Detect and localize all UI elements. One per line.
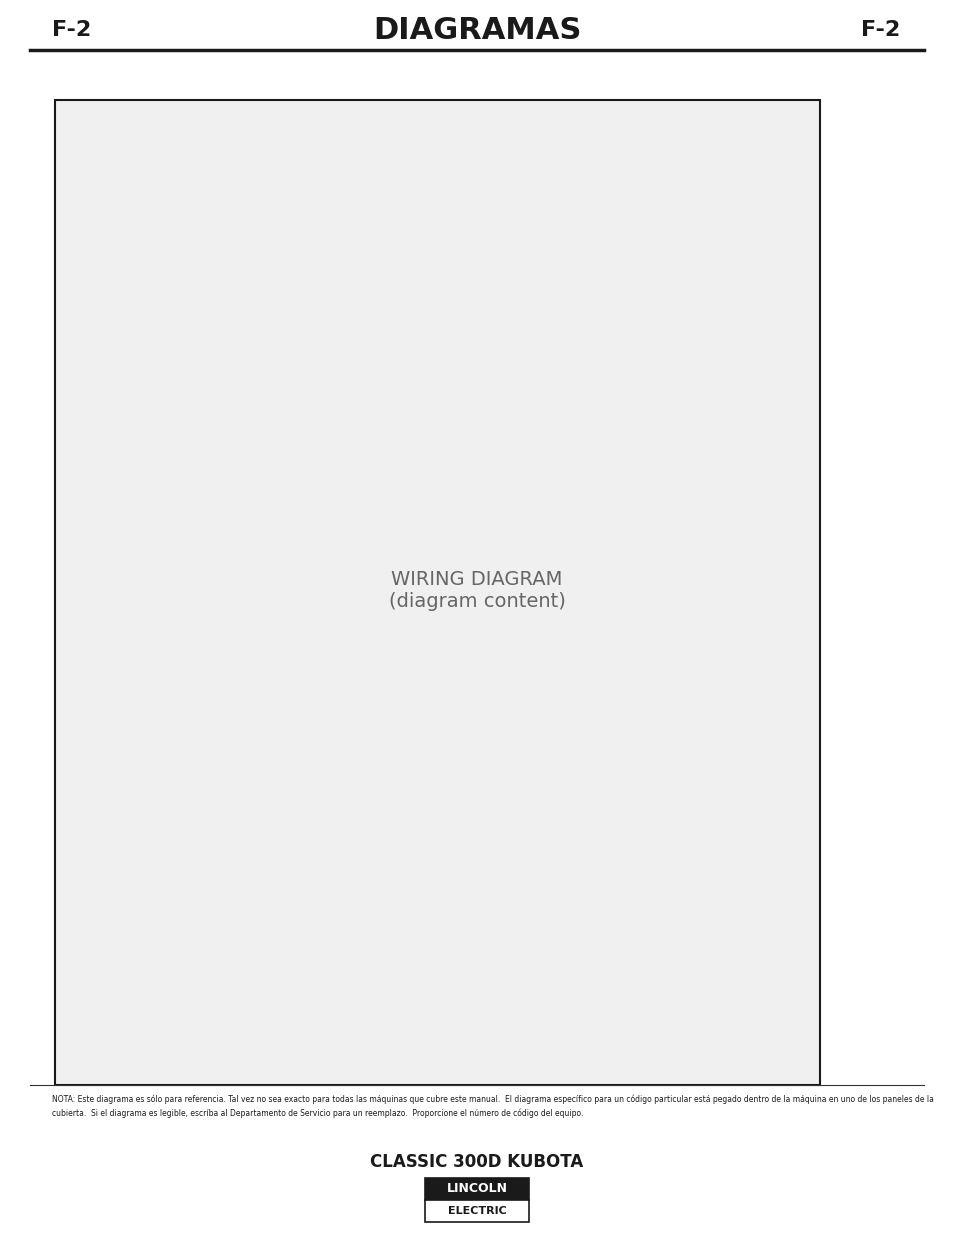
Text: F-2: F-2 [52,20,91,40]
Bar [424,1178,529,1200]
Text: NOTA: Este diagrama es sólo para referencia. Tal vez no sea exacto para todas la: NOTA: Este diagrama es sólo para referen… [52,1095,933,1104]
Text: ELECTRIC: ELECTRIC [447,1207,506,1216]
Bar [424,1200,529,1221]
Bar [55,100,820,1086]
Text: WIRING DIAGRAM
(diagram content): WIRING DIAGRAM (diagram content) [388,569,565,610]
Text: DIAGRAMAS: DIAGRAMAS [373,16,580,44]
Text: F-2: F-2 [860,20,899,40]
Text: CLASSIC 300D KUBOTA: CLASSIC 300D KUBOTA [370,1153,583,1171]
Text: LINCOLN: LINCOLN [446,1182,507,1195]
Text: cubierta.  Si el diagrama es legible, escríba al Departamento de Servicio para u: cubierta. Si el diagrama es legible, esc… [52,1108,583,1118]
